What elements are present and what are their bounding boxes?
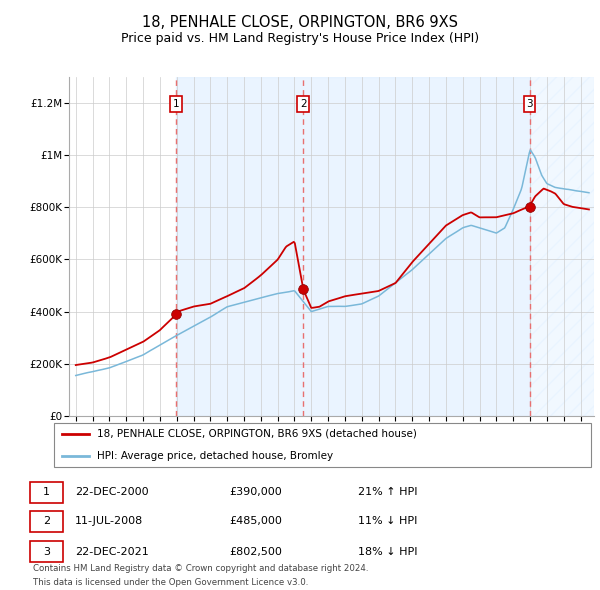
Text: 11% ↓ HPI: 11% ↓ HPI: [358, 516, 418, 526]
Text: 22-DEC-2021: 22-DEC-2021: [75, 546, 149, 556]
FancyBboxPatch shape: [30, 481, 63, 503]
Text: Contains HM Land Registry data © Crown copyright and database right 2024.: Contains HM Land Registry data © Crown c…: [33, 565, 368, 573]
Bar: [176, 77, 530, 416]
Text: HPI: Average price, detached house, Bromley: HPI: Average price, detached house, Brom…: [97, 451, 333, 461]
Text: 1: 1: [173, 99, 179, 109]
FancyBboxPatch shape: [30, 541, 63, 562]
Text: £485,000: £485,000: [229, 516, 282, 526]
Bar: [530, 77, 594, 416]
Text: This data is licensed under the Open Government Licence v3.0.: This data is licensed under the Open Gov…: [33, 578, 308, 586]
Text: 11-JUL-2008: 11-JUL-2008: [75, 516, 143, 526]
Text: 1: 1: [43, 487, 50, 497]
Text: 22-DEC-2000: 22-DEC-2000: [75, 487, 149, 497]
Text: 18% ↓ HPI: 18% ↓ HPI: [358, 546, 418, 556]
Text: £390,000: £390,000: [229, 487, 282, 497]
Text: 2: 2: [43, 516, 50, 526]
Text: 2: 2: [300, 99, 307, 109]
Text: 3: 3: [43, 546, 50, 556]
Text: 3: 3: [526, 99, 533, 109]
Text: £802,500: £802,500: [229, 546, 282, 556]
Text: 21% ↑ HPI: 21% ↑ HPI: [358, 487, 418, 497]
Text: 18, PENHALE CLOSE, ORPINGTON, BR6 9XS (detached house): 18, PENHALE CLOSE, ORPINGTON, BR6 9XS (d…: [97, 429, 417, 439]
FancyBboxPatch shape: [54, 422, 591, 467]
Text: Price paid vs. HM Land Registry's House Price Index (HPI): Price paid vs. HM Land Registry's House …: [121, 32, 479, 45]
FancyBboxPatch shape: [30, 511, 63, 532]
Text: 18, PENHALE CLOSE, ORPINGTON, BR6 9XS: 18, PENHALE CLOSE, ORPINGTON, BR6 9XS: [142, 15, 458, 30]
